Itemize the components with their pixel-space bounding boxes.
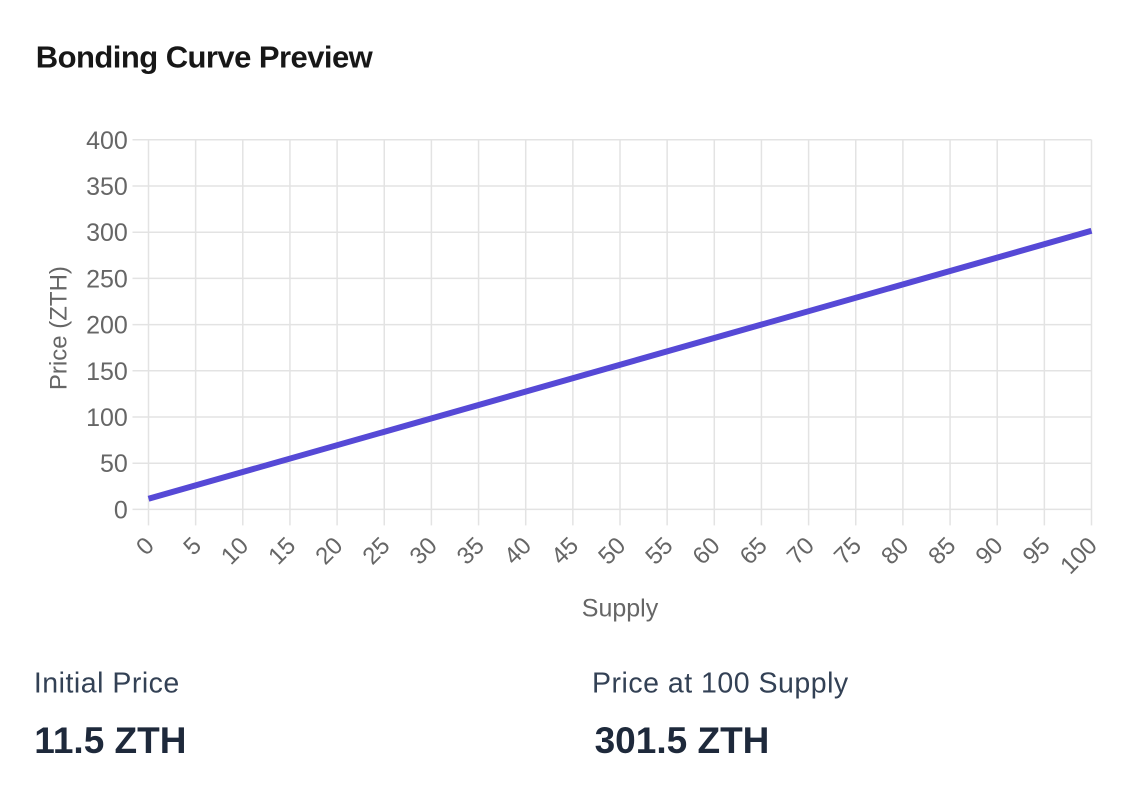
svg-text:50: 50 — [100, 450, 128, 478]
svg-text:150: 150 — [86, 358, 128, 386]
svg-text:Bonding Curve Preview: Bonding Curve Preview — [36, 39, 374, 74]
svg-text:85: 85 — [923, 532, 961, 570]
svg-text:70: 70 — [782, 532, 820, 570]
svg-text:95: 95 — [1018, 532, 1056, 570]
svg-text:10: 10 — [216, 532, 254, 570]
svg-text:15: 15 — [263, 532, 301, 570]
svg-text:Supply: Supply — [582, 595, 659, 623]
svg-text:11.5 ZTH: 11.5 ZTH — [34, 720, 186, 761]
svg-text:400: 400 — [86, 127, 128, 155]
svg-text:Price (ZTH): Price (ZTH) — [45, 266, 72, 390]
svg-text:0: 0 — [131, 532, 160, 561]
svg-text:90: 90 — [970, 532, 1008, 570]
svg-text:35: 35 — [452, 532, 490, 570]
svg-text:30: 30 — [405, 532, 443, 570]
svg-text:200: 200 — [86, 312, 128, 340]
svg-text:45: 45 — [546, 532, 584, 570]
svg-text:55: 55 — [640, 532, 678, 570]
svg-text:301.5 ZTH: 301.5 ZTH — [595, 720, 770, 761]
svg-text:80: 80 — [876, 532, 914, 570]
svg-text:50: 50 — [593, 532, 631, 570]
svg-text:100: 100 — [1055, 532, 1102, 579]
svg-text:25: 25 — [358, 532, 396, 570]
svg-text:20: 20 — [310, 532, 348, 570]
svg-text:0: 0 — [114, 496, 128, 524]
svg-text:350: 350 — [86, 173, 128, 201]
svg-text:65: 65 — [735, 532, 773, 570]
svg-text:40: 40 — [499, 532, 537, 570]
svg-text:250: 250 — [86, 265, 128, 293]
svg-text:Initial Price: Initial Price — [34, 668, 180, 700]
svg-text:Price at 100 Supply: Price at 100 Supply — [592, 668, 849, 700]
svg-text:300: 300 — [86, 219, 128, 247]
svg-text:75: 75 — [829, 532, 867, 570]
svg-text:60: 60 — [688, 532, 726, 570]
svg-text:100: 100 — [86, 404, 128, 432]
svg-text:5: 5 — [178, 532, 207, 561]
